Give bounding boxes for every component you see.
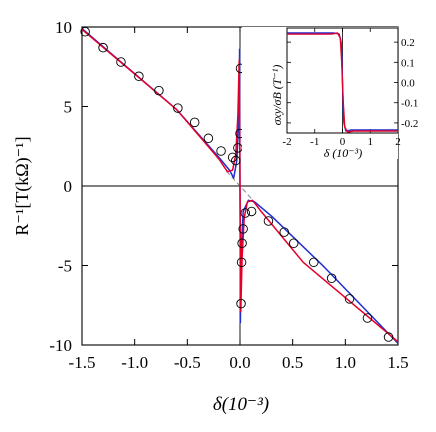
main-data-point	[80, 27, 90, 37]
inset-y-tick-label: 0.1	[401, 57, 415, 69]
inset-x-tick-label: -1	[310, 136, 319, 148]
main-data-point	[362, 313, 373, 323]
main-data-point	[116, 57, 126, 67]
main-fit-line-red	[81, 28, 399, 343]
inset-y-axis-label: σxy/σB (T⁻¹)	[270, 65, 284, 126]
main-data-point	[236, 257, 247, 268]
main-x-axis-label: δ(10⁻³)	[213, 394, 269, 415]
main-y-tick-label: 10	[55, 18, 72, 37]
main-data-point	[227, 152, 238, 163]
main-x-tick-label: 0.5	[282, 353, 303, 372]
inset-x-axis-label: δ (10⁻³)	[324, 146, 363, 160]
inset-plot: -2 -1 0 1 2-0.2 -0.1 0.0 0.1 0.2 δ (10⁻³) σxy/σB…	[242, 27, 418, 160]
main-y-axis-label: R⁻¹[T(kΩ)⁻¹]	[12, 136, 33, 235]
main-data-point	[238, 224, 248, 234]
main-data-point	[98, 42, 108, 53]
main-data-markers	[80, 27, 394, 342]
inset-x-tick-label: 2	[395, 136, 401, 148]
main-x-tick-label: 1.0	[335, 353, 356, 372]
main-data-point	[344, 294, 355, 304]
main-data-point	[246, 206, 257, 217]
main-data-point	[231, 155, 241, 166]
inset-y-tick-label: 0.0	[401, 78, 415, 90]
main-data-point	[173, 103, 183, 113]
inset-fit-line-red	[287, 32, 398, 133]
main-data-point	[288, 238, 299, 248]
main-y-tick-label: -5	[58, 257, 72, 276]
main-y-tick-label: 5	[64, 98, 73, 117]
main-data-point	[203, 133, 214, 144]
inset-y-tick-label: 0.2	[401, 37, 415, 49]
main-y-tick-label: -10	[49, 336, 72, 355]
main-data-point	[134, 71, 144, 82]
inset-x-tick-label: 1	[368, 136, 374, 148]
inset-background	[242, 27, 398, 159]
main-x-tick-label: 1.5	[387, 353, 408, 372]
inset-fit-curves	[287, 32, 398, 133]
main-x-tick-label: -1.5	[69, 353, 96, 372]
main-x-tick-label: -1.0	[121, 353, 148, 372]
main-data-point	[240, 208, 251, 218]
inset-ticks	[286, 28, 399, 133]
main-data-point	[189, 117, 200, 128]
main-data-point	[383, 332, 394, 342]
inset-y-tick-label: -0.2	[401, 118, 418, 130]
inset-tick-labels: -2 -1 0 1 2-0.2 -0.1 0.0 0.1 0.2	[282, 37, 418, 148]
main-data-point	[326, 273, 337, 283]
main-fit-curves	[81, 28, 399, 344]
main-x-tick-label: 0.0	[229, 353, 250, 372]
main-data-point	[154, 85, 164, 96]
main-data-point	[308, 257, 319, 268]
main-data-point	[263, 216, 274, 226]
main-data-point	[237, 238, 247, 248]
inset-x-tick-label: -2	[282, 136, 291, 148]
main-data-point	[236, 298, 246, 309]
main-data-point	[216, 146, 226, 156]
main-y-tick-label: 0	[64, 177, 73, 196]
inset-x-tick-label: 0	[340, 136, 346, 148]
main-x-tick-label: -0.5	[174, 353, 201, 372]
main-data-point	[279, 227, 289, 237]
inset-y-tick-label: -0.1	[401, 98, 418, 110]
